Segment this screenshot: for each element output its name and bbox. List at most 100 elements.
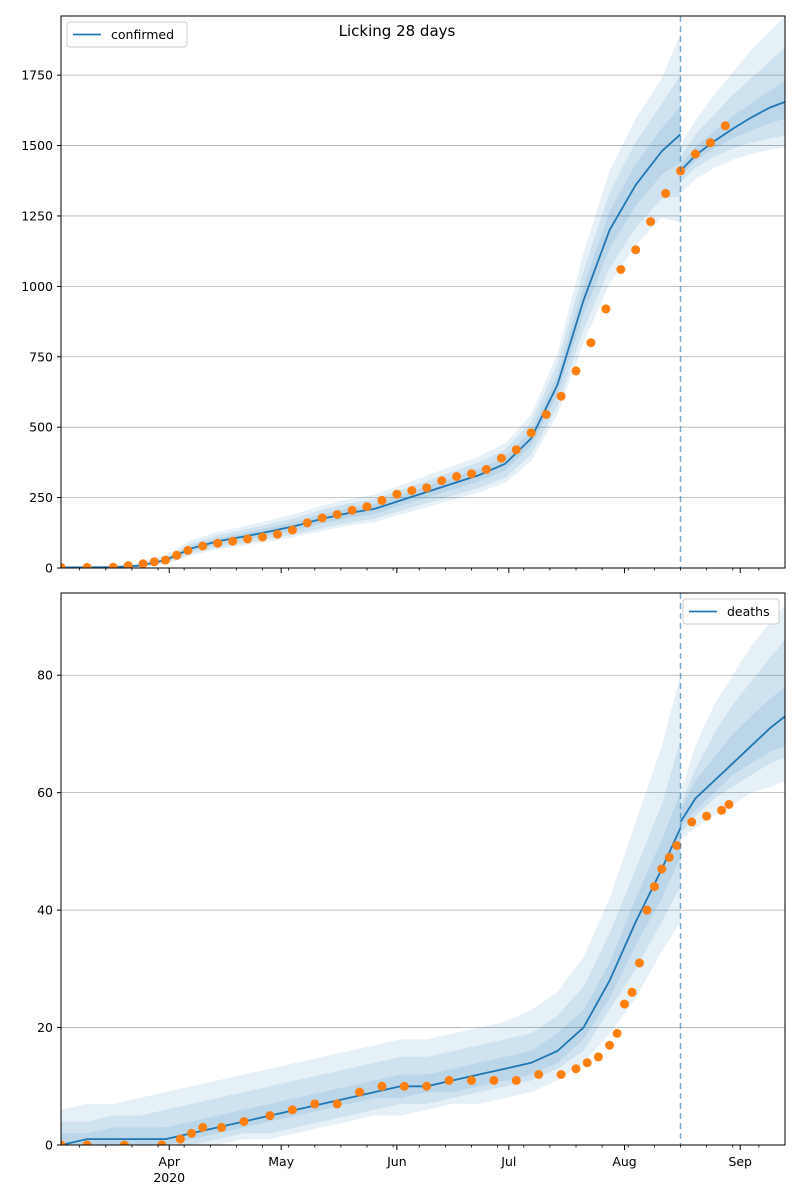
legend-box <box>682 598 780 625</box>
y-tick-label: 0 <box>45 1138 53 1153</box>
observed-point <box>627 987 637 997</box>
x-tick-label: Apr <box>158 1154 180 1169</box>
forecast-line <box>679 715 785 823</box>
observed-point <box>586 338 596 348</box>
deaths-panel: 0 20 40 60 80 Apr May Jun Jul Aug Sep 2020 deaths <box>37 592 786 1185</box>
observed-point <box>422 483 432 493</box>
observed-point <box>437 476 447 486</box>
observed-point <box>82 562 92 568</box>
y-tick-label: 1500 <box>21 138 53 153</box>
observed-point <box>399 1081 409 1091</box>
observed-point <box>605 1040 615 1050</box>
observed-point <box>687 817 697 827</box>
forecast-band-2 <box>680 47 785 183</box>
observed-point <box>258 532 267 542</box>
y-tick-label: 0 <box>45 561 53 576</box>
observed-point <box>511 445 521 455</box>
observed-point <box>724 799 734 809</box>
observed-point <box>631 245 641 255</box>
observed-point <box>310 1099 320 1109</box>
observed-point <box>61 562 66 568</box>
observed-point <box>265 1111 275 1121</box>
observed-point <box>661 188 671 198</box>
observed-point <box>287 525 297 535</box>
observed-point <box>646 217 656 227</box>
plot-area <box>61 16 785 568</box>
observed-point <box>213 538 223 548</box>
observed-point <box>702 811 712 821</box>
observed-point <box>705 138 715 148</box>
y-tick-label: 60 <box>37 785 53 800</box>
observed-point <box>273 529 282 539</box>
observed-point <box>489 1075 499 1085</box>
y-tick-label: 20 <box>37 1020 53 1035</box>
observed-point <box>377 495 387 505</box>
forecast-band-1 <box>680 604 785 840</box>
y-tick-label: 40 <box>37 903 53 918</box>
observed-point <box>481 464 491 474</box>
legend-label: deaths <box>727 604 770 619</box>
observed-point <box>496 453 506 463</box>
model-band-3 <box>61 792 681 1145</box>
observed-point <box>138 559 148 568</box>
observed-point <box>620 999 629 1009</box>
observed-point <box>690 149 700 159</box>
forecast-band-2 <box>680 640 785 834</box>
observed-point <box>332 1099 342 1109</box>
y-tick-label: 750 <box>29 349 53 364</box>
observed-point <box>571 366 581 376</box>
axes-frame <box>60 592 786 1146</box>
observed-point <box>452 472 462 481</box>
chart-title: Licking 28 days <box>339 22 456 40</box>
observed-point <box>175 1134 185 1144</box>
observed-point <box>657 864 667 874</box>
observed-point <box>119 1140 129 1145</box>
observed-point <box>467 1075 476 1085</box>
observed-point <box>467 469 476 479</box>
observed-point <box>664 852 674 862</box>
model-line <box>61 827 682 1145</box>
observed-point <box>198 541 208 551</box>
observed-point <box>422 1081 432 1091</box>
observed-point <box>332 510 342 519</box>
observed-point <box>217 1122 226 1132</box>
observed-point <box>161 555 170 565</box>
legend-box <box>66 21 188 48</box>
observed-point <box>355 1087 365 1097</box>
y-tick-label: 1250 <box>21 208 53 223</box>
x-tick-label: Sep <box>728 1154 752 1169</box>
legend: deaths <box>682 598 780 625</box>
observed-point <box>635 958 644 968</box>
observed-point <box>108 562 118 568</box>
observed-point <box>287 1105 297 1115</box>
observed-point <box>556 1070 566 1079</box>
model-band-1 <box>61 675 681 1145</box>
observed-point <box>123 561 133 568</box>
observed-point <box>642 905 652 915</box>
y-tick-label: 1750 <box>21 68 53 83</box>
observed-point <box>541 410 551 419</box>
observed-point <box>649 882 659 892</box>
forecast-band-3 <box>680 687 785 828</box>
forecast-band-1 <box>680 16 785 194</box>
y-tick-label: 80 <box>37 668 53 683</box>
observed-point <box>601 304 611 314</box>
x-tick-label: Jun <box>386 1154 407 1169</box>
y-tick-label: 500 <box>29 420 53 435</box>
observed-point <box>526 428 536 438</box>
observed-point <box>187 1128 197 1138</box>
observed-point <box>149 557 159 567</box>
observed-point <box>317 513 327 523</box>
y-tick-label: 250 <box>29 490 53 505</box>
legend: confirmed <box>66 21 188 48</box>
observed-point <box>616 265 626 274</box>
observed-point <box>612 1028 622 1038</box>
observed-point <box>392 489 402 499</box>
observed-point <box>444 1075 454 1085</box>
observed-point <box>302 518 312 528</box>
observed-point <box>82 1140 92 1145</box>
observed-point <box>172 550 182 560</box>
observed-point <box>407 486 417 496</box>
